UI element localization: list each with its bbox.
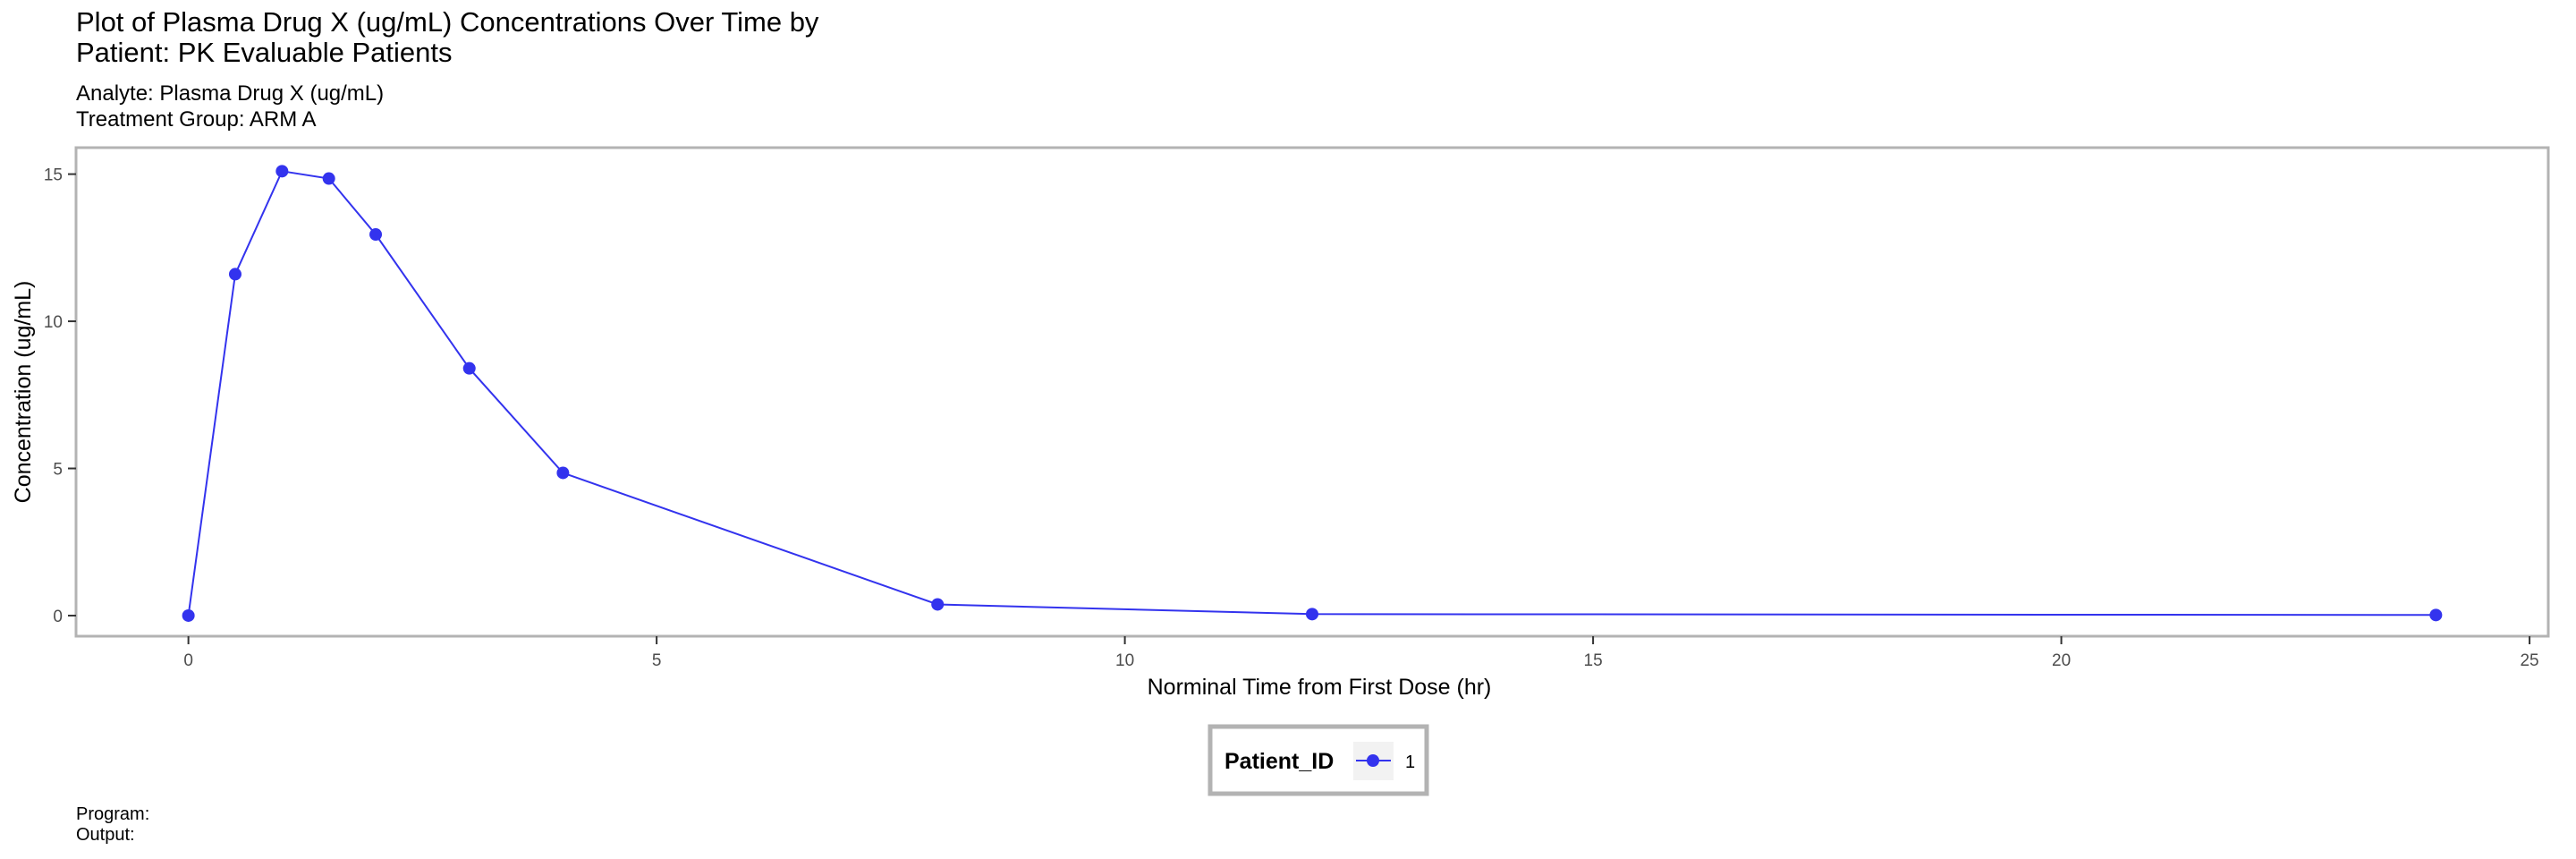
x-tick-label: 5 (652, 651, 662, 670)
data-point (462, 361, 476, 375)
data-point (275, 165, 289, 178)
caption: Program: Output: (76, 804, 150, 845)
x-tick-label: 0 (183, 651, 193, 670)
legend: Patient_ID 1 (1208, 724, 1429, 796)
y-axis-title: Concentration (ug/mL) (11, 281, 36, 504)
data-point (556, 466, 570, 480)
x-tick-label: 15 (1584, 651, 1603, 670)
data-point (369, 228, 383, 242)
chart-subtitle: Analyte: Plasma Drug X (ug/mL) Treatment… (76, 81, 385, 132)
x-axis: 0 5 10 15 20 25 (183, 636, 2539, 670)
x-tick-label: 10 (1115, 651, 1134, 670)
plot-panel-border (74, 146, 2550, 638)
data-point (2429, 608, 2443, 622)
x-tick-label: 20 (2052, 651, 2071, 670)
legend-key-point (1367, 754, 1379, 767)
y-axis: 0 5 10 15 (44, 166, 76, 626)
x-tick-label: 25 (2520, 651, 2538, 670)
series-line-1 (187, 170, 2436, 617)
chart-title: Plot of Plasma Drug X (ug/mL) Concentrat… (76, 6, 819, 68)
y-tick-label: 5 (53, 461, 63, 480)
data-point (322, 172, 335, 185)
y-tick-label: 10 (44, 313, 63, 332)
legend-label-1: 1 (1405, 753, 1415, 772)
data-point (228, 268, 242, 281)
x-axis-title: Norminal Time from First Dose (hr) (1148, 675, 1492, 700)
series-layer (182, 165, 2443, 622)
y-tick-label: 0 (53, 608, 63, 626)
legend-title: Patient_ID (1224, 749, 1334, 774)
y-tick-label: 15 (44, 166, 63, 185)
data-point (931, 598, 945, 611)
data-point (182, 608, 195, 622)
data-point (1306, 608, 1318, 621)
